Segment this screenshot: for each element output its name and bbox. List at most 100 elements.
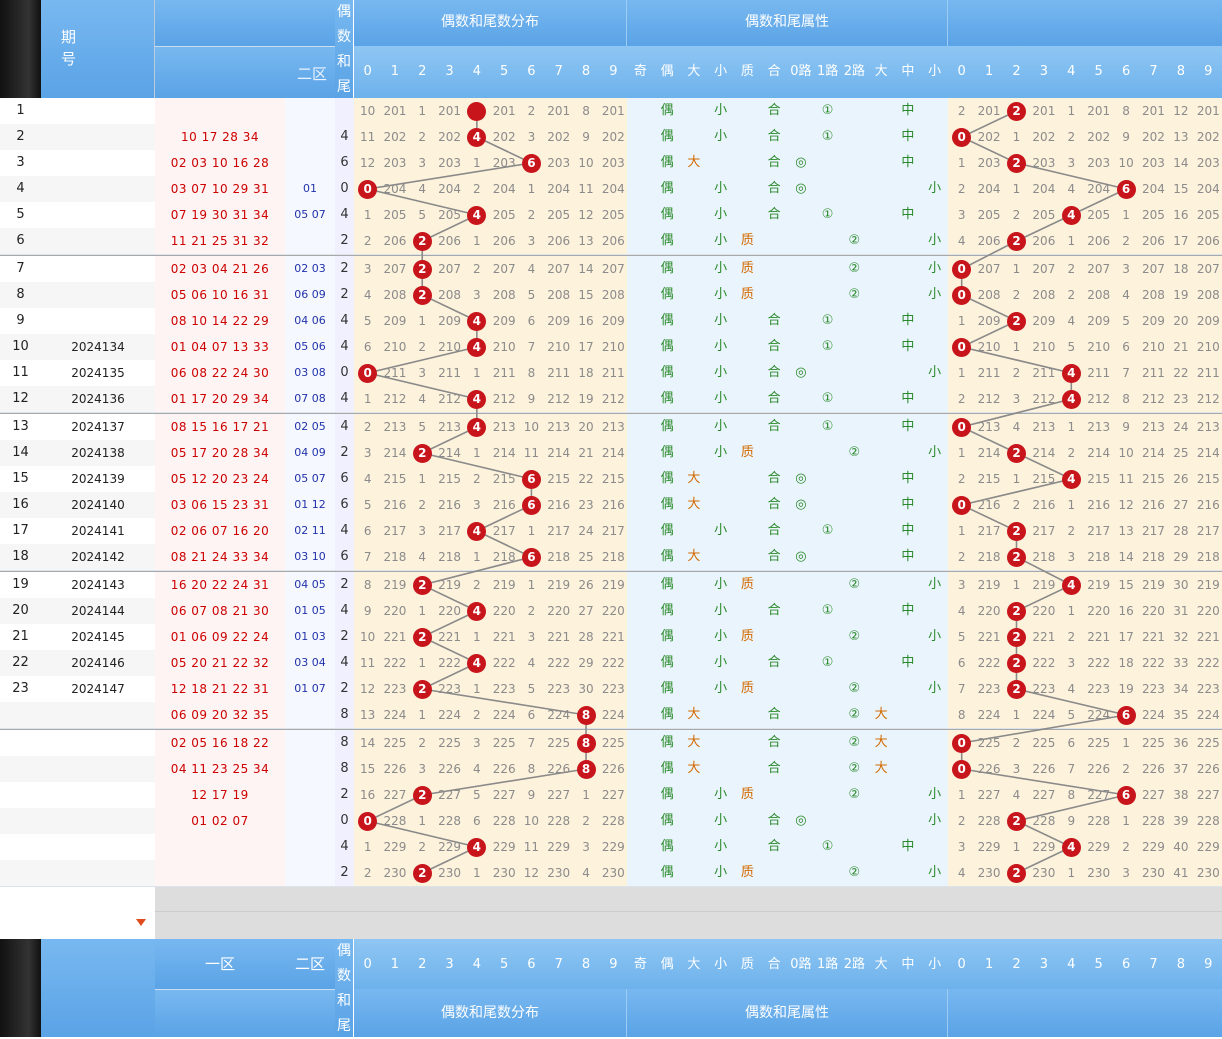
miss-count: 4	[582, 866, 590, 880]
miss-count-2: 202	[977, 130, 1001, 144]
hdr-digit2-7: 7	[1149, 64, 1158, 79]
miss-count: 8	[527, 762, 536, 776]
header-period-col[interactable]: 期 号	[41, 0, 155, 98]
attr-mark: ◎	[795, 497, 807, 512]
miss-count: 204	[438, 182, 461, 196]
sort-toggle[interactable]	[134, 916, 148, 930]
row-zone2	[285, 228, 335, 254]
miss-count-2: 215	[1032, 472, 1056, 486]
miss-count: 215	[383, 472, 407, 486]
miss-count: 216	[547, 498, 571, 512]
miss-count-2: 208	[1087, 288, 1111, 302]
attr-mark: 小	[714, 445, 728, 460]
miss-count: 217	[547, 524, 571, 538]
miss-count: 12	[523, 866, 540, 880]
attr-mark: 小	[714, 839, 728, 854]
miss-count: 219	[438, 578, 461, 592]
miss-count: 9	[582, 130, 590, 144]
miss-count: 218	[438, 550, 461, 564]
miss-count: 213	[383, 420, 407, 434]
attr-mark: 质	[740, 445, 754, 460]
hit-ball: 8	[576, 705, 596, 725]
ftr-attr-10: 中	[901, 957, 915, 972]
miss-count-2: 217	[1032, 524, 1056, 538]
attr-mark: 偶	[660, 655, 674, 670]
miss-count-2: 228	[1142, 814, 1165, 828]
miss-count-2: 224	[1142, 708, 1165, 722]
attr-mark: 偶	[660, 549, 674, 564]
miss-count-2: 221	[977, 630, 1001, 644]
miss-count-2: 213	[977, 420, 1001, 434]
miss-count-2: 206	[1032, 234, 1056, 248]
miss-count-2: 204	[1032, 182, 1056, 196]
attr-mark: ①	[821, 391, 834, 406]
miss-count: 207	[492, 262, 516, 276]
hdr-attr-9: 大	[874, 64, 888, 79]
miss-count-2: 220	[1196, 604, 1220, 618]
miss-count: 229	[383, 840, 407, 854]
hdr-attr-8: 2路	[843, 64, 866, 79]
row-zone1: 06 07 08 21 30	[155, 598, 285, 624]
miss-count: 3	[527, 234, 536, 248]
miss-count: 229	[438, 840, 461, 854]
miss-count-2: 2	[1012, 498, 1021, 512]
miss-count: 215	[547, 472, 571, 486]
attr-mark: 中	[901, 391, 915, 406]
row-sum-tail: 2	[335, 440, 354, 466]
miss-count: 212	[492, 392, 516, 406]
miss-count: 4	[527, 656, 536, 670]
miss-count-2: 6	[1122, 340, 1130, 354]
hit-ball-2: 4	[1061, 363, 1081, 383]
miss-count-2: 204	[1196, 182, 1220, 196]
row-zone2: 05 06	[285, 334, 335, 360]
table-row: 18 2024142 08 21 24 33 34 03 10 6 7 218 4 218 1 21…	[0, 544, 1222, 571]
miss-count: 19	[578, 392, 594, 406]
hit-ball-2: 4	[1061, 205, 1081, 225]
miss-count: 1	[363, 392, 372, 406]
attr-mark: 中	[901, 207, 915, 222]
row-zone1: 12 18 21 22 31	[155, 676, 285, 702]
miss-count: 210	[492, 340, 516, 354]
miss-count-2: 4	[1067, 314, 1076, 328]
miss-count-2: 211	[1087, 366, 1111, 380]
miss-count-2: 221	[1142, 630, 1165, 644]
row-sum-tail	[335, 98, 354, 124]
miss-count: 28	[578, 630, 594, 644]
miss-count: 212	[438, 392, 461, 406]
attr-mark: 偶	[660, 261, 674, 276]
miss-count-2: 203	[977, 156, 1001, 170]
hit-ball-2: 2	[1007, 863, 1026, 883]
miss-count-2: 4	[957, 234, 966, 248]
miss-count-2: 228	[977, 814, 1001, 828]
miss-count-2: 4	[1012, 788, 1021, 802]
hit-ball: 2	[412, 285, 432, 305]
miss-count: 230	[438, 866, 461, 880]
miss-count-2: 33	[1173, 656, 1189, 670]
miss-count-2: 2	[957, 104, 966, 118]
miss-count: 1	[418, 814, 427, 828]
miss-count: 11	[360, 656, 376, 670]
miss-count-2: 230	[1032, 866, 1056, 880]
row-zone1: 05 06 10 16 31	[155, 282, 285, 308]
hit-ball-2: 2	[1007, 311, 1026, 331]
miss-count: 215	[601, 472, 625, 486]
attr-mark: 中	[901, 129, 915, 144]
miss-count: 3	[418, 762, 427, 776]
attr-mark: 大	[687, 497, 701, 512]
miss-count-2: 206	[1196, 234, 1220, 248]
miss-count-2: 211	[1032, 366, 1056, 380]
miss-count: 223	[492, 682, 516, 696]
miss-count-2: 39	[1173, 814, 1189, 828]
miss-count-2: 223	[1032, 682, 1056, 696]
miss-count-2: 1	[1012, 340, 1021, 354]
miss-count-2: 216	[1032, 498, 1056, 512]
miss-count: 1	[418, 708, 427, 722]
miss-count: 7	[527, 736, 536, 750]
row-zone1: 02 03 04 21 26	[155, 256, 285, 282]
miss-count-2: 17	[1173, 234, 1189, 248]
miss-count-2: 210	[1032, 340, 1056, 354]
hit-ball-2: 2	[1007, 231, 1026, 251]
row-zone2: 01 05	[285, 598, 335, 624]
row-zone2	[285, 834, 335, 860]
attr-mark: 小	[714, 391, 728, 406]
